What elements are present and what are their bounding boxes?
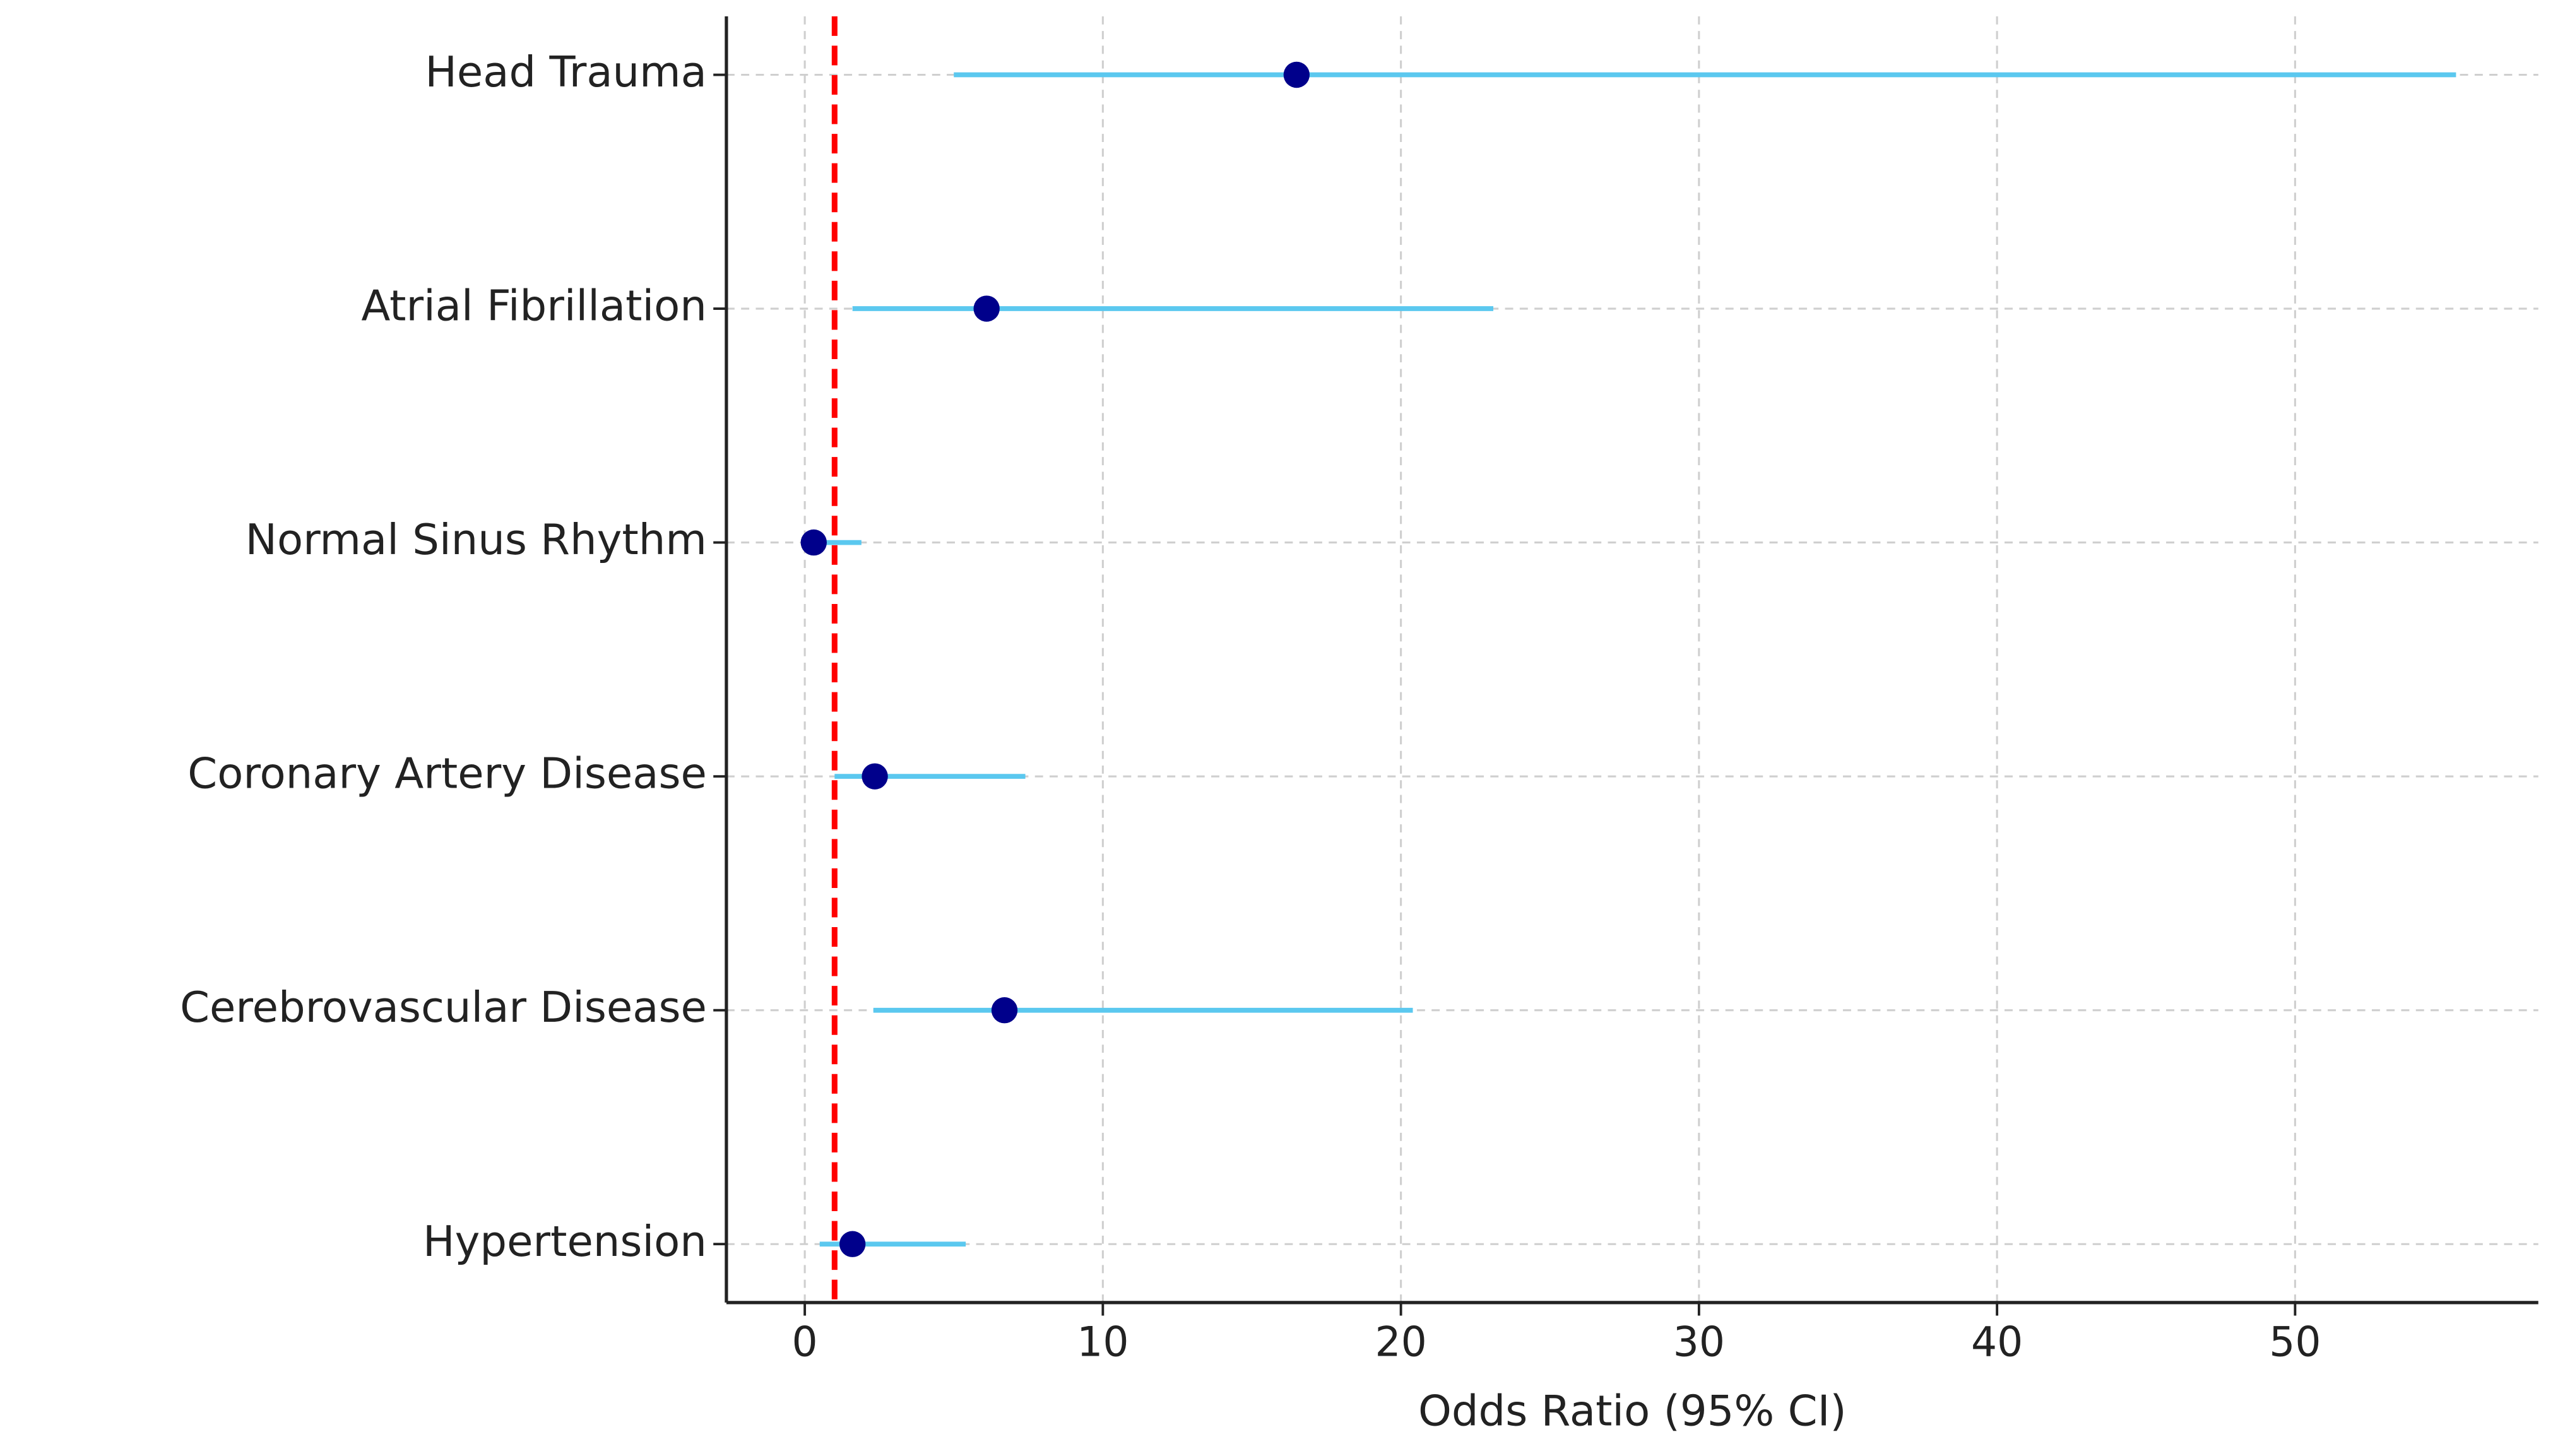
odds-ratio-point (1283, 61, 1310, 88)
x-tick-label: 40 (1971, 1319, 2023, 1366)
y-tick-label: Atrial Fibrillation (361, 281, 707, 331)
odds-ratio-point (800, 529, 827, 556)
y-tick-label: Hypertension (423, 1217, 707, 1266)
x-tick-label: 0 (792, 1319, 818, 1366)
x-axis-label: Odds Ratio (95% CI) (1418, 1386, 1847, 1435)
x-tick-label: 50 (2269, 1319, 2321, 1366)
odds-ratio-point (862, 763, 888, 790)
odds-ratio-point (839, 1231, 866, 1257)
odds-ratio-point (991, 997, 1018, 1024)
x-tick-label: 10 (1077, 1319, 1128, 1366)
odds-ratio-point (973, 295, 1000, 322)
y-tick-label: Cerebrovascular Disease (180, 983, 707, 1032)
y-tick-label: Coronary Artery Disease (187, 749, 707, 798)
y-tick-label: Head Trauma (425, 47, 707, 97)
y-tick-label: Normal Sinus Rhythm (246, 515, 707, 564)
x-tick-label: 20 (1375, 1319, 1426, 1366)
x-tick-label: 30 (1673, 1319, 1725, 1366)
